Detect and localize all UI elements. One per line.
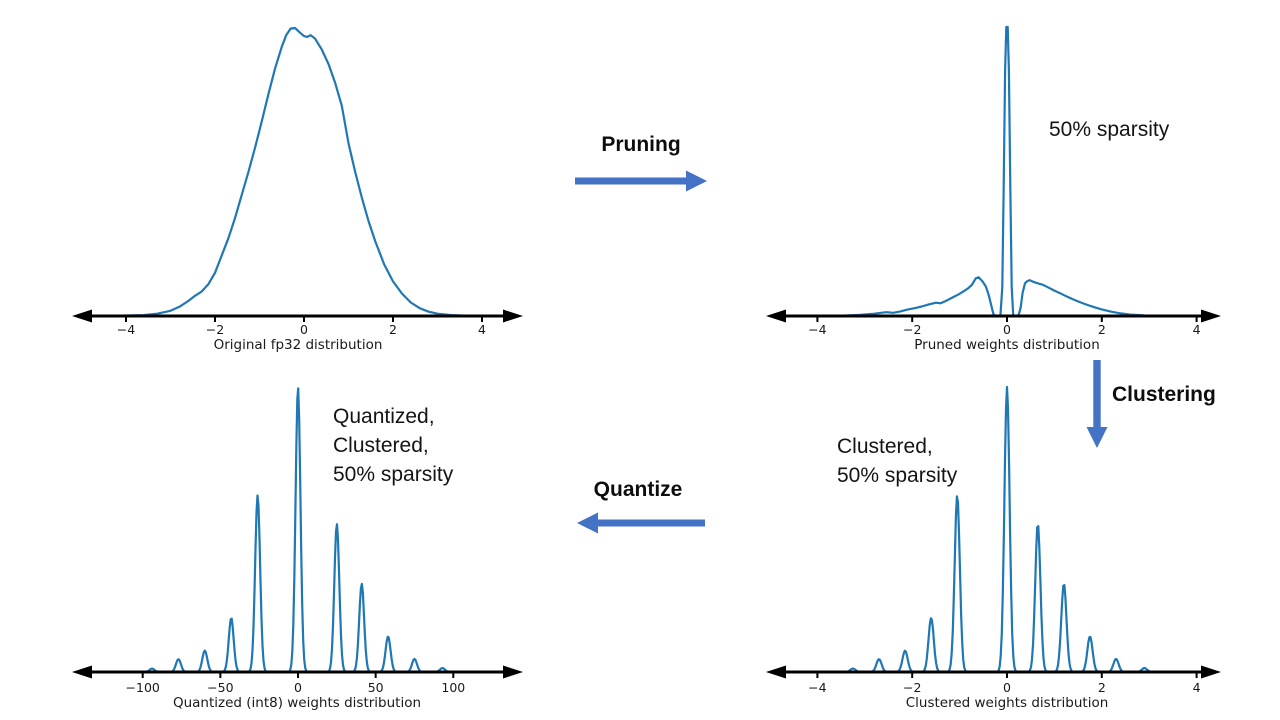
- clustered-tick-label: 4: [1192, 680, 1201, 695]
- clustered-density-curve: [797, 385, 1217, 674]
- pruned-tick-label: 4: [1192, 322, 1201, 337]
- clustered-axis-right-arrowhead-icon: [1201, 665, 1221, 679]
- pruning-step-label: Pruning: [601, 133, 681, 156]
- original-axis-right-arrowhead-icon: [503, 309, 523, 323]
- quantize-step-label: Quantize: [593, 478, 683, 501]
- quantized-tick-label: 100: [441, 680, 466, 695]
- pruning-arrow-right-icon: [575, 170, 707, 192]
- clustered-axis-left-arrowhead-icon: [766, 665, 786, 679]
- original-tick-label: −4: [116, 322, 136, 337]
- quantized-axis-left-arrowhead-icon: [72, 665, 92, 679]
- note-line: 50% sparsity: [837, 464, 958, 487]
- clustered-tick-label: 2: [1097, 680, 1106, 695]
- clustered-tick-label: 0: [1003, 680, 1011, 695]
- quantized-axis-right-arrowhead-icon: [503, 665, 523, 679]
- clustering-arrow-down-icon: [1086, 360, 1108, 448]
- pruned-tick-label: 2: [1097, 322, 1106, 337]
- note-clustered-sparsity: Clustered, 50% sparsity: [837, 432, 957, 490]
- quantized-density-curve: [79, 387, 516, 674]
- note-50-percent-sparsity: 50% sparsity: [1049, 118, 1170, 141]
- note-line: 50% sparsity: [333, 463, 454, 486]
- quantized-tick-label: 50: [367, 680, 384, 695]
- clustered-tick-label: −4: [808, 680, 827, 695]
- quantized-tick-label: 0: [294, 680, 302, 695]
- clustering-step-label: Clustering: [1112, 383, 1216, 406]
- original-tick-label: 0: [300, 322, 308, 337]
- note-line: Clustered,: [333, 434, 429, 457]
- original-tick-label: −2: [205, 322, 225, 337]
- pruned-tick-label: 0: [1003, 322, 1011, 337]
- quantized-tick-label: −100: [125, 680, 160, 695]
- plot-title-quantized-int8: Quantized (int8) weights distribution: [172, 695, 422, 711]
- pruned-axis-left-arrowhead-icon: [766, 309, 786, 323]
- pruned-tick-label: −4: [808, 322, 827, 337]
- quantized-tick-label: −50: [207, 680, 234, 695]
- plot-title-clustered: Clustered weights distribution: [905, 695, 1109, 711]
- plot-title-pruned: Pruned weights distribution: [914, 337, 1100, 353]
- clustered-tick-label: −2: [902, 680, 922, 695]
- original-density-curve: [98, 26, 510, 318]
- original-axis-left-arrowhead-icon: [72, 309, 92, 323]
- note-line: Clustered,: [837, 435, 933, 458]
- pruned-axis-right-arrowhead-icon: [1201, 309, 1221, 323]
- note-quantized-clustered-sparsity: Quantized, Clustered, 50% sparsity: [333, 402, 453, 489]
- pruned-density-curve: [797, 25, 1217, 318]
- note-line: Quantized,: [333, 405, 435, 428]
- original-tick-label: 2: [389, 322, 397, 337]
- original-tick-label: 4: [478, 322, 486, 337]
- plot-title-original-fp32: Original fp32 distribution: [213, 337, 383, 353]
- pruned-tick-label: −2: [902, 322, 922, 337]
- quantize-arrow-left-icon: [577, 512, 705, 534]
